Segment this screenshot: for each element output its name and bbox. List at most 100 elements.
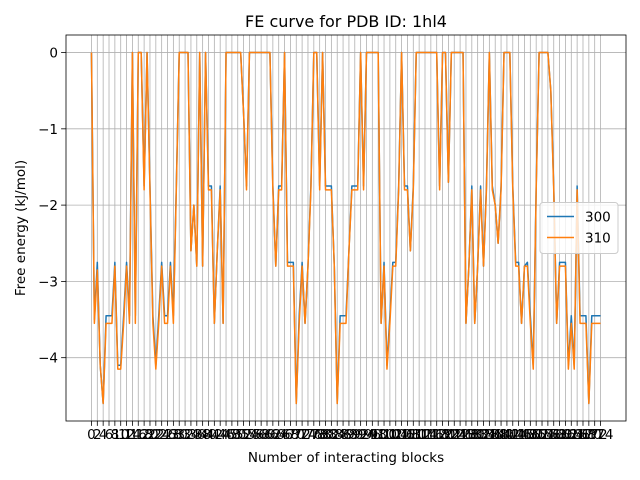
x-tick-label: 104 [383, 427, 409, 443]
x-tick-label: 24 [153, 427, 170, 443]
x-tick-label: 108 [395, 427, 421, 443]
x-tick-label: 6 [105, 427, 114, 443]
x-tick-label: 100 [371, 427, 397, 443]
axes-frame [65, 34, 627, 422]
x-tick-label: 4 [99, 427, 108, 443]
x-tick-label: 2 [93, 427, 102, 443]
x-tick-label: 120 [430, 427, 456, 443]
x-tick-label: 152 [523, 427, 549, 443]
x-tick-label: 136 [476, 427, 502, 443]
x-tick-label: 142 [494, 427, 520, 443]
x-tick-label: 94 [358, 427, 375, 443]
x-tick-label: 62 [264, 427, 281, 443]
x-tick-label: 32 [176, 427, 193, 443]
x-axis-label: Number of interacting blocks [248, 450, 444, 466]
x-tick-label: 30 [171, 427, 188, 443]
x-tick-label: 46 [217, 427, 234, 443]
x-tick-label: 166 [564, 427, 590, 443]
y-tick-label: −2 [38, 198, 58, 214]
x-tick-label: 78 [311, 427, 328, 443]
x-tick-label: 130 [459, 427, 485, 443]
x-tick-label: 112 [406, 427, 432, 443]
x-tick-label: 20 [141, 427, 158, 443]
x-tick-label: 72 [294, 427, 311, 443]
x-tick-label: 48 [223, 427, 240, 443]
x-tick-label: 160 [547, 427, 573, 443]
x-tick-label: 60 [258, 427, 275, 443]
x-tick-label: 122 [436, 427, 462, 443]
x-tick-label: 84 [329, 427, 346, 443]
x-tick-label: 74 [299, 427, 316, 443]
x-tick-label: 52 [235, 427, 252, 443]
series-line [90, 51, 601, 405]
x-tick-label: 28 [165, 427, 182, 443]
x-tick-label: 76 [305, 427, 322, 443]
x-tick-label: 58 [253, 427, 270, 443]
x-tick-label: 86 [334, 427, 351, 443]
x-tick-label: 128 [453, 427, 479, 443]
x-tick-label: 36 [188, 427, 205, 443]
x-tick-label: 42 [206, 427, 223, 443]
x-tick-label: 106 [389, 427, 415, 443]
x-tick-label: 156 [535, 427, 561, 443]
x-tick-label: 22 [147, 427, 164, 443]
x-tick-label: 10 [112, 427, 129, 443]
x-tick-label: 80 [317, 427, 334, 443]
x-tick-label: 0 [87, 427, 96, 443]
x-tick-label: 92 [352, 427, 369, 443]
x-tick-label: 170 [576, 427, 602, 443]
x-tick-label: 164 [558, 427, 584, 443]
chart-title: FE curve for PDB ID: 1hl4 [245, 12, 447, 31]
x-tick-label: 8 [111, 427, 120, 443]
x-tick-label: 134 [471, 427, 497, 443]
x-tick-label: 12 [118, 427, 135, 443]
x-tick-label: 132 [465, 427, 491, 443]
x-tick-label: 90 [346, 427, 363, 443]
x-tick-label: 124 [441, 427, 467, 443]
x-tick-label: 158 [541, 427, 567, 443]
legend-label: 300 [585, 210, 611, 226]
x-tick-label: 162 [553, 427, 579, 443]
x-tick-label: 56 [247, 427, 264, 443]
y-tick-label: −3 [38, 274, 58, 290]
x-tick-label: 82 [323, 427, 340, 443]
x-tick-label: 102 [377, 427, 403, 443]
x-tick-label: 114 [412, 427, 438, 443]
x-tick-label: 140 [488, 427, 514, 443]
x-tick-label: 144 [500, 427, 526, 443]
x-tick-label: 138 [482, 427, 508, 443]
x-tick-label: 66 [276, 427, 293, 443]
x-tick-label: 150 [517, 427, 543, 443]
x-tick-label: 68 [282, 427, 299, 443]
x-tick-label: 50 [229, 427, 246, 443]
x-tick-label: 70 [288, 427, 305, 443]
x-tick-label: 146 [506, 427, 532, 443]
y-axis-label: Free energy (kJ/mol) [13, 160, 29, 296]
x-tick-label: 98 [370, 427, 387, 443]
x-tick-label: 26 [159, 427, 176, 443]
x-tick-label: 154 [529, 427, 555, 443]
legend-label: 310 [585, 231, 611, 247]
y-tick-label: −1 [38, 122, 58, 138]
x-tick-label: 64 [270, 427, 287, 443]
x-tick-label: 110 [400, 427, 426, 443]
x-tick-label: 148 [512, 427, 538, 443]
x-tick-label: 14 [124, 427, 141, 443]
x-tick-label: 96 [364, 427, 381, 443]
x-tick-label: 88 [340, 427, 357, 443]
x-tick-label: 174 [588, 427, 614, 443]
x-tick-label: 34 [182, 427, 199, 443]
legend-box [539, 202, 619, 254]
x-tick-label: 126 [447, 427, 473, 443]
x-tick-label: 16 [130, 427, 147, 443]
x-tick-label: 168 [570, 427, 596, 443]
x-tick-label: 172 [582, 427, 608, 443]
x-tick-label: 116 [418, 427, 444, 443]
x-tick-label: 44 [212, 427, 229, 443]
x-tick-label: 38 [194, 427, 211, 443]
x-tick-label: 118 [424, 427, 450, 443]
y-tick-label: −4 [38, 351, 58, 367]
x-tick-label: 54 [241, 427, 258, 443]
x-tick-label: 40 [200, 427, 217, 443]
